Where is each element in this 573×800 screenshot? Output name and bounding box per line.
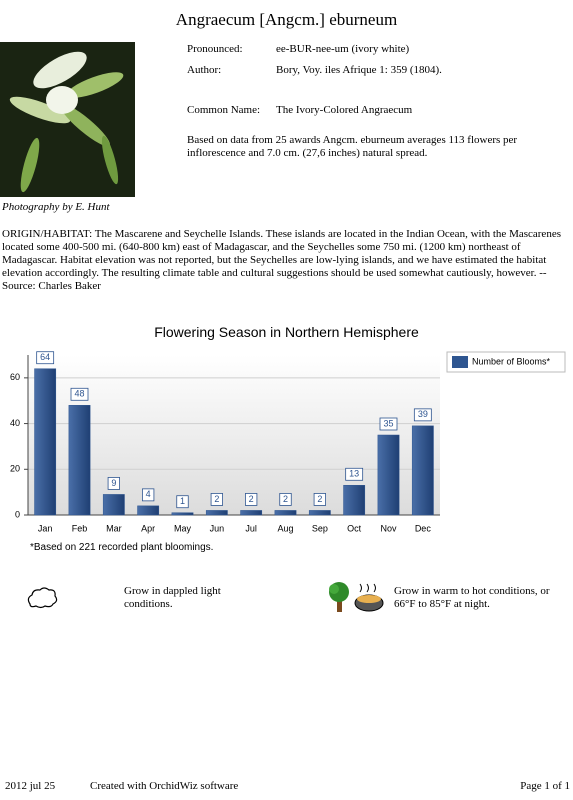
bar [343, 485, 366, 516]
bar [411, 425, 434, 516]
value-label-box [379, 417, 398, 431]
field-label: Common Name: [187, 104, 261, 116]
summary: Based on data from 25 awards Angcm. ebur… [187, 134, 518, 159]
value-label-box [36, 351, 55, 365]
value-label: 2 [283, 494, 288, 504]
culture-light: Grow in dappled light conditions. [124, 585, 221, 610]
value-label-box [413, 408, 432, 422]
bar [308, 510, 331, 516]
bar [205, 510, 228, 516]
value-label-box [245, 493, 258, 506]
y-tick-label: 20 [10, 464, 20, 474]
value-label: 48 [74, 389, 84, 399]
x-tick-label: Jul [245, 523, 257, 533]
value-label: 2 [317, 494, 322, 504]
x-tick-label: May [174, 523, 192, 533]
photo [0, 42, 135, 197]
field-value: ee-BUR-nee-um (ivory white) [276, 43, 410, 55]
value-label: 39 [418, 409, 428, 419]
x-tick-label: Oct [347, 523, 362, 533]
field-value: Bory, Voy. iles Afrique 1: 359 (1804). [276, 64, 442, 76]
origin: ORIGIN/HABITAT: The Mascarene and Seyche… [2, 228, 561, 292]
x-tick-label: Nov [380, 523, 397, 533]
y-tick-label: 40 [10, 418, 20, 428]
footer-software: Created with OrchidWiz software [90, 780, 239, 792]
value-label-box [107, 477, 120, 490]
bar [377, 434, 400, 516]
value-label: 4 [146, 489, 151, 499]
value-label: 2 [249, 494, 254, 504]
value-label: 1 [180, 496, 185, 506]
value-label-box [70, 387, 89, 401]
x-tick-label: Feb [72, 523, 88, 533]
x-tick-label: Jun [210, 523, 225, 533]
field-value: The Ivory-Colored Angraecum [276, 104, 413, 116]
shade-icon [27, 587, 58, 609]
footer-page: Page 1 of 1 [520, 780, 570, 792]
value-label-box [176, 495, 189, 509]
bar [274, 510, 297, 516]
footer-date: 2012 jul 25 [5, 780, 56, 792]
value-label: 13 [349, 469, 359, 479]
value-label-box [279, 493, 292, 506]
title: Angraecum [Angcm.] eburneum [175, 10, 398, 29]
temperature-icon [329, 582, 384, 612]
legend-box [446, 351, 566, 373]
plot-area [28, 355, 440, 515]
value-label-box [142, 488, 155, 502]
legend-label: Number of Blooms* [472, 356, 551, 366]
chart-title: Flowering Season in Northern Hemisphere [154, 324, 419, 340]
field-label: Pronounced: [187, 43, 243, 55]
legend-swatch [452, 356, 468, 368]
bar [137, 505, 160, 516]
x-tick-label: Sep [312, 523, 328, 533]
field-label: Author: [187, 64, 222, 76]
bar [102, 494, 125, 516]
value-label: 2 [214, 494, 219, 504]
y-tick-label: 0 [15, 509, 20, 519]
x-tick-label: Mar [106, 523, 122, 533]
value-label: 9 [111, 478, 116, 488]
x-tick-label: Aug [277, 523, 293, 533]
y-tick-label: 60 [10, 372, 20, 382]
bar [34, 368, 57, 516]
value-label-box [210, 493, 223, 506]
bar [171, 512, 194, 516]
culture-temperature: Grow in warm to hot conditions, or 66°F … [394, 585, 550, 610]
footnote: *Based on 221 recorded plant bloomings. [30, 542, 214, 553]
x-tick-label: Jan [38, 523, 53, 533]
value-label: 64 [40, 352, 50, 362]
x-tick-label: Dec [415, 523, 432, 533]
photo-caption: Photography by E. Hunt [2, 201, 110, 213]
bar [68, 405, 91, 516]
value-label-box [313, 493, 326, 506]
value-label-box [345, 467, 364, 481]
value-label: 35 [383, 418, 393, 428]
x-tick-label: Apr [141, 523, 155, 533]
bar [240, 510, 263, 516]
